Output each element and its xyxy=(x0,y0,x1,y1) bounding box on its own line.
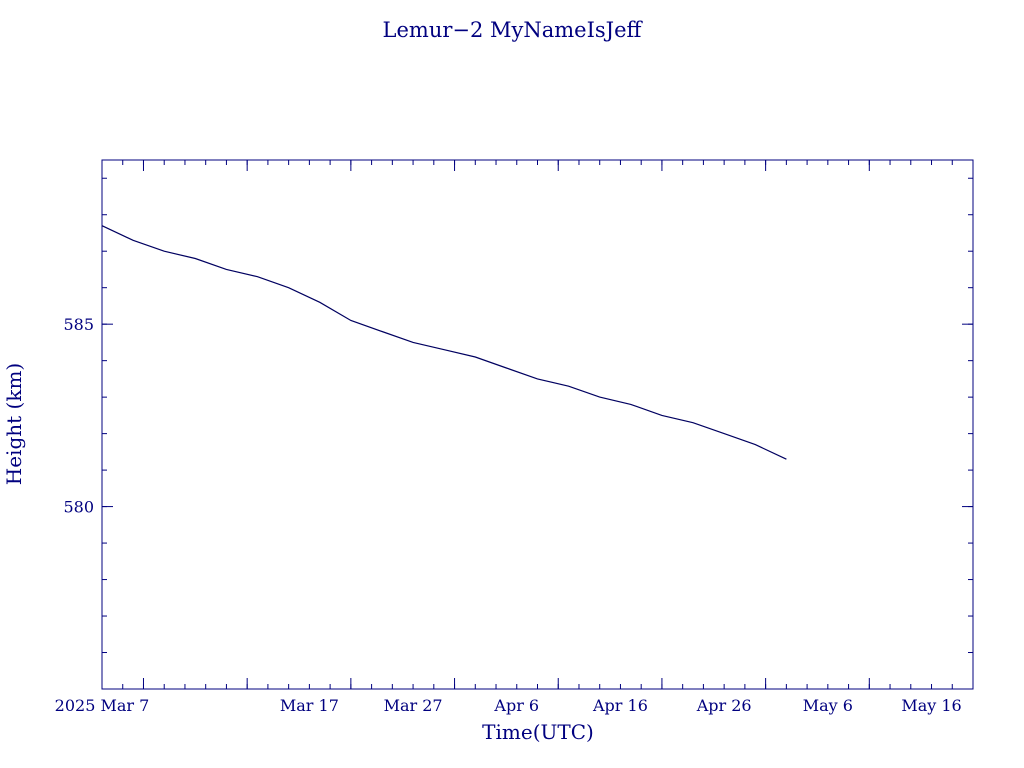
y-tick-label: 585 xyxy=(63,315,94,334)
x-axis-label: Time(UTC) xyxy=(482,720,594,744)
plot-frame xyxy=(101,159,974,690)
y-axis-tick-labels: 580 585 xyxy=(63,315,94,516)
x-axis-tick-labels: 2025 Mar 7 Mar 17 Mar 27 Apr 6 Apr 16 Apr 26 M… xyxy=(55,696,962,715)
x-tick-label: Mar 17 xyxy=(280,696,339,715)
y-axis-label: Height (km) xyxy=(2,363,26,485)
y-tick-label: 580 xyxy=(63,498,94,517)
x-tick-label: Mar 27 xyxy=(384,696,443,715)
x-tick-label: May 16 xyxy=(901,696,961,715)
x-tick-label: Apr 6 xyxy=(493,696,539,715)
series-layer xyxy=(101,225,787,460)
x-tick-label: May 6 xyxy=(803,696,853,715)
y-axis-ticks xyxy=(102,177,973,690)
x-tick-label: 2025 Mar 7 xyxy=(55,696,150,715)
chart-title: Lemur−2 MyNameIsJeff xyxy=(383,18,644,42)
x-axis-ticks xyxy=(101,160,974,689)
x-tick-label: Apr 26 xyxy=(696,696,752,715)
x-tick-label: Apr 16 xyxy=(592,696,648,715)
height-series-line xyxy=(101,225,787,460)
